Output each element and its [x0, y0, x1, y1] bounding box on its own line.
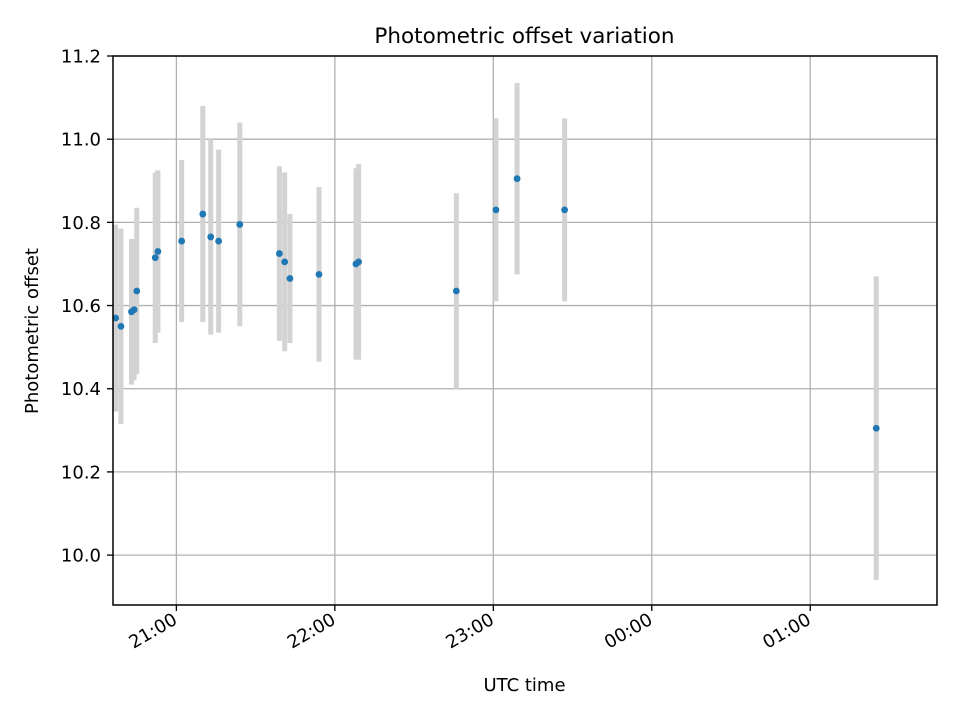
grid-layer [113, 55, 937, 605]
chart-title: Photometric offset variation [374, 24, 674, 49]
y-tick-label: 10.8 [61, 213, 101, 234]
data-point [215, 237, 223, 245]
data-point [281, 258, 289, 266]
y-tick-label: 10.2 [61, 462, 101, 483]
y-tick-label: 11.2 [61, 47, 101, 68]
data-point [154, 248, 162, 255]
data-point [112, 314, 120, 322]
marker-layer [112, 175, 880, 432]
errorbar-layer [113, 83, 879, 581]
data-point [452, 287, 460, 295]
data-point [178, 237, 186, 245]
data-point [492, 206, 500, 214]
data-point [207, 233, 215, 241]
y-tick-label: 10.0 [61, 546, 101, 567]
data-point [130, 306, 138, 314]
x-tick-label: 21:00 [125, 609, 180, 653]
data-point [133, 287, 141, 295]
data-point [355, 258, 363, 266]
y-axis-ticks: 10.0 10.2 10.4 10.6 10.8 11.0 11.2 [61, 47, 113, 567]
data-point [151, 254, 159, 262]
data-point [561, 206, 569, 214]
data-point [872, 424, 880, 432]
x-tick-label: 23:00 [442, 609, 497, 653]
x-axis-title: UTC time [483, 675, 565, 696]
x-tick-label: 00:00 [601, 609, 656, 653]
x-tick-label: 22:00 [284, 609, 339, 653]
y-tick-label: 10.6 [61, 296, 101, 317]
data-point [513, 175, 521, 183]
data-point [286, 275, 294, 282]
x-axis-ticks: 21:00 22:00 23:00 00:00 01:00 [125, 605, 815, 653]
plot-frame [112, 55, 938, 606]
x-tick-label: 01:00 [759, 609, 814, 653]
data-point [117, 322, 125, 330]
y-tick-label: 10.4 [61, 379, 101, 400]
data-point [315, 270, 323, 278]
data-point [275, 250, 283, 257]
y-tick-label: 11.0 [61, 130, 101, 151]
data-point [236, 221, 244, 228]
y-axis-title: Photometric offset [22, 248, 43, 414]
data-point [199, 210, 207, 218]
